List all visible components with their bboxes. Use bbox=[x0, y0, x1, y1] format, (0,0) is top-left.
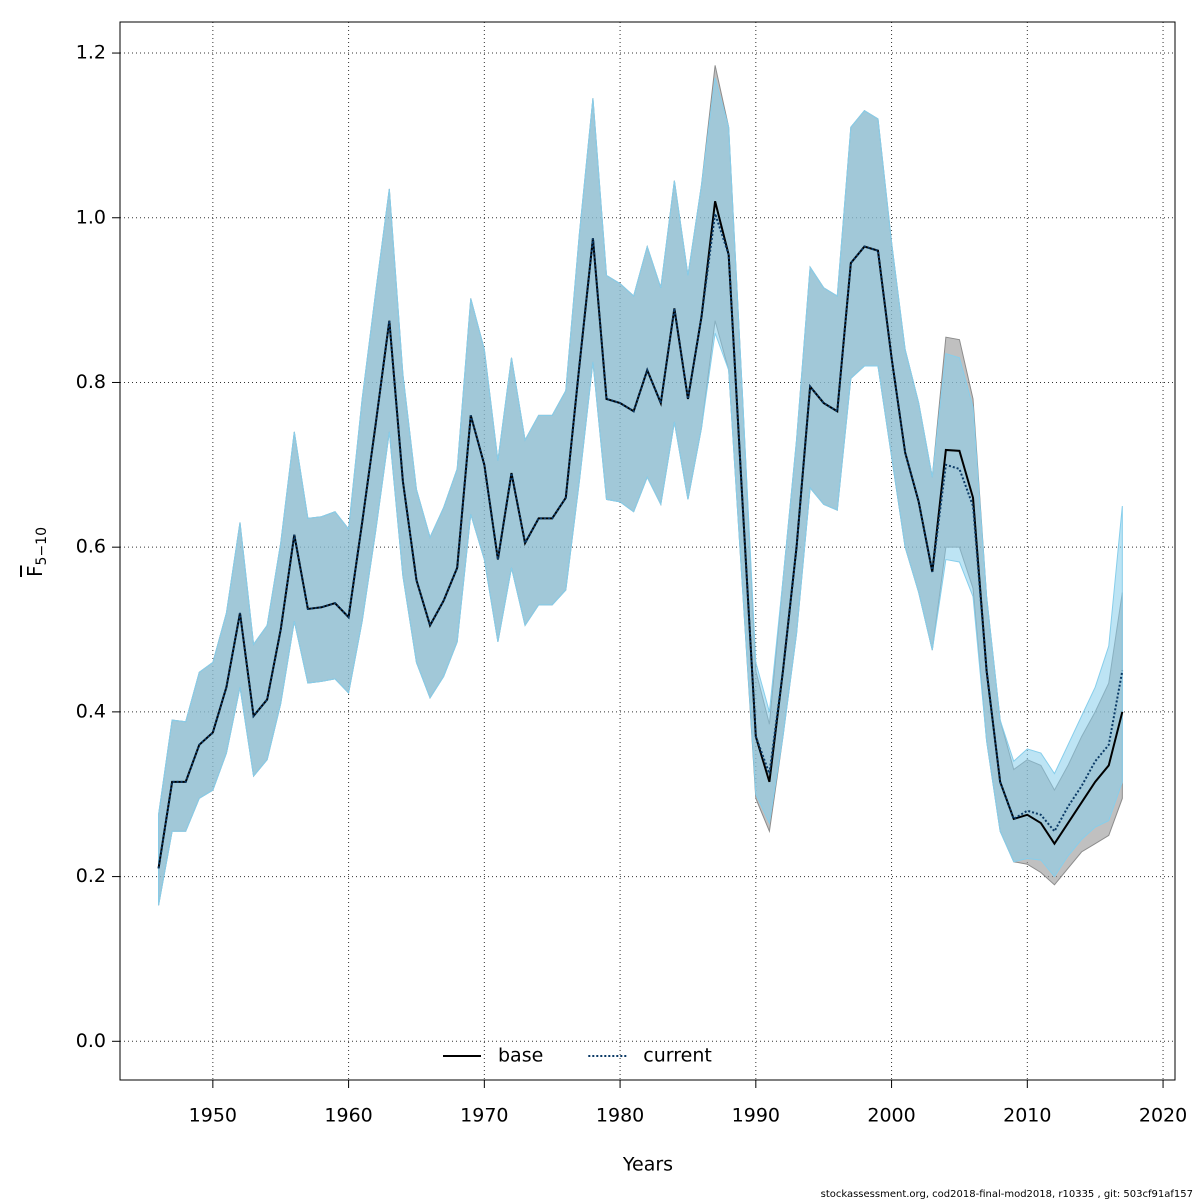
x-tick-label: 1950 bbox=[189, 1105, 237, 1127]
x-axis-label: Years bbox=[622, 1154, 673, 1176]
series-line bbox=[157, 213, 1124, 869]
y-tick-label: 0.4 bbox=[76, 700, 106, 722]
y-tick-label: 1.0 bbox=[76, 206, 106, 228]
x-tick-label: 1980 bbox=[596, 1105, 644, 1127]
y-tick-label: 0.2 bbox=[76, 865, 106, 887]
confidence-band bbox=[158, 77, 1123, 906]
x-tick-label: 2010 bbox=[1003, 1105, 1051, 1127]
y-label-main: F bbox=[23, 565, 47, 577]
legend-label: current bbox=[643, 1045, 712, 1067]
x-tick-label: 1990 bbox=[732, 1105, 780, 1127]
legend-label: base bbox=[498, 1045, 543, 1067]
y-tick-label: 0.0 bbox=[76, 1030, 106, 1052]
x-tick-label: 2000 bbox=[867, 1105, 915, 1127]
y-axis-label: F5−10 bbox=[23, 527, 51, 577]
y-tick-label: 1.2 bbox=[76, 42, 106, 64]
plot-frame bbox=[119, 21, 1176, 1081]
x-tick-label: 2020 bbox=[1139, 1105, 1187, 1127]
y-tick-label: 0.8 bbox=[76, 371, 106, 393]
y-tick-label: 0.6 bbox=[76, 536, 106, 558]
x-tick-label: 1960 bbox=[324, 1105, 372, 1127]
x-tick-label: 1970 bbox=[460, 1105, 508, 1127]
footer: stockassessment.org, cod2018-final-mod20… bbox=[821, 1189, 1193, 1200]
y-label-sub: 5−10 bbox=[34, 527, 50, 565]
